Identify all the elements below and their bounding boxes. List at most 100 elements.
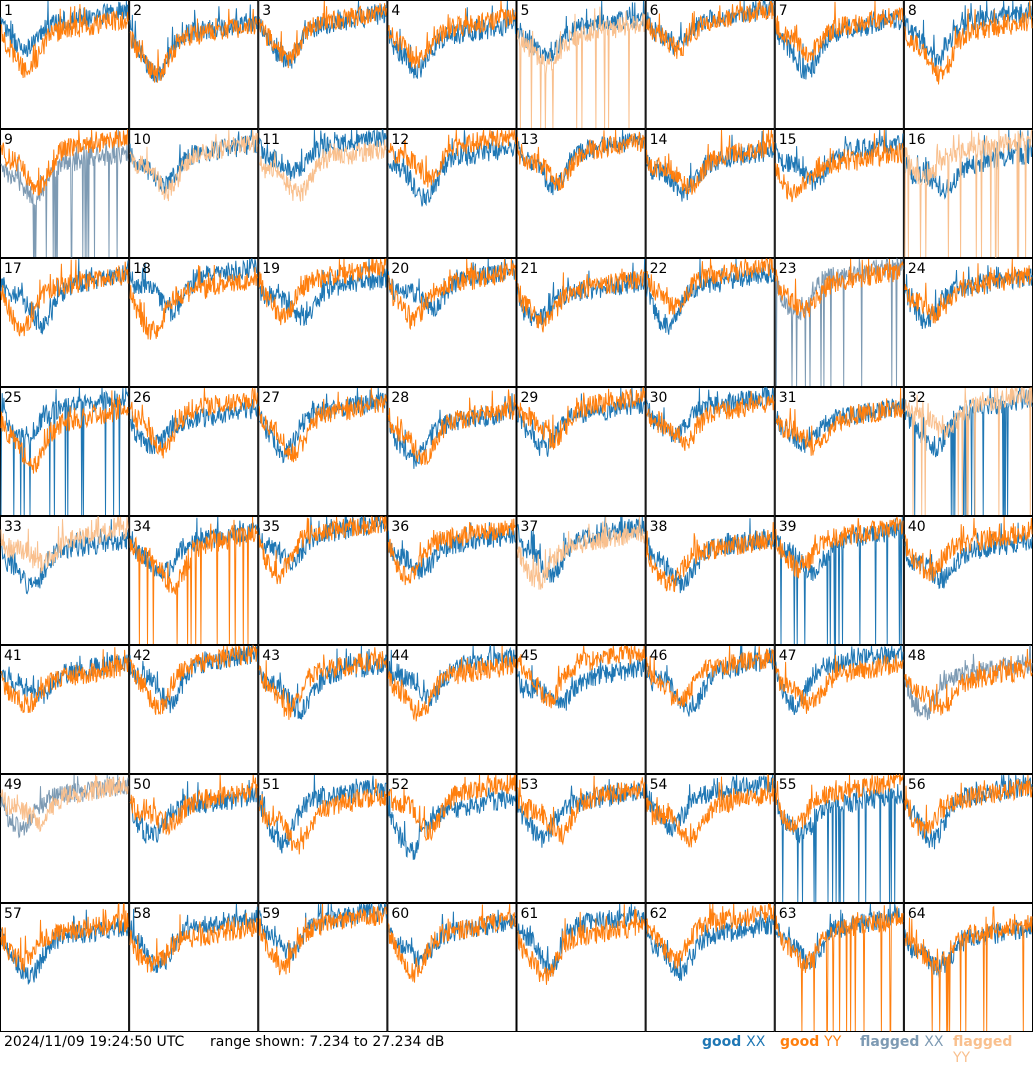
panel-label: 57: [4, 906, 22, 922]
series-yy-line: [387, 645, 516, 722]
panel-12: 12: [387, 129, 517, 258]
series-yy-line: [129, 644, 258, 715]
panel-label: 33: [4, 519, 22, 535]
panel-35: 35: [258, 515, 388, 645]
panel-label: 35: [262, 519, 280, 535]
panel-label: 16: [908, 132, 926, 148]
panel-label: 1: [4, 3, 13, 19]
panel-44: 44: [387, 644, 517, 774]
series-yy-line: [646, 903, 775, 969]
panel-59: 59: [258, 903, 388, 1032]
panel-label: 31: [779, 390, 797, 406]
series-xx-line: [517, 0, 646, 64]
series-yy-line: [904, 774, 1033, 839]
series-yy-line: [258, 0, 387, 69]
panel-56: 56: [903, 774, 1033, 903]
series-yy-line: [387, 389, 516, 466]
series-yy-line: [258, 139, 387, 202]
panel-45: 45: [516, 644, 646, 774]
series-xx-line: [646, 774, 775, 838]
series-yy-line: [646, 645, 775, 708]
series-yy-line: [129, 516, 258, 645]
panel-30: 30: [645, 386, 775, 516]
panel-54: 54: [645, 773, 775, 903]
panel-label: 61: [521, 906, 539, 922]
panel-label: 28: [391, 390, 409, 406]
panel-label: 45: [521, 648, 539, 664]
panel-33: 33: [0, 516, 130, 645]
legend-good-xx: good XX: [702, 1034, 766, 1050]
panel-13: 13: [516, 129, 646, 258]
series-yy-line: [258, 647, 387, 720]
series-yy-line: [775, 773, 904, 833]
panel-frame: [645, 0, 775, 129]
panel-label: 17: [4, 261, 22, 277]
panel-53: 53: [516, 774, 646, 903]
panel-label: 43: [262, 648, 280, 664]
series-xx-line: [388, 130, 516, 207]
series-yy-line: [0, 647, 129, 714]
series-xx-line: [775, 779, 904, 903]
series-yy-line: [387, 129, 516, 188]
series-yy-line: [387, 518, 516, 586]
footer: 2024/11/09 19:24:50 UTC range shown: 7.2…: [0, 1032, 1033, 1066]
panel-15: 15: [774, 129, 904, 258]
series-yy-line: [904, 516, 1033, 582]
series-yy-line: [0, 902, 129, 973]
panel-label: 51: [262, 777, 280, 793]
legend-flagged-yy: flagged YY: [953, 1034, 1013, 1066]
panel-58: 58: [129, 903, 259, 1032]
series-yy-line: [129, 8, 258, 83]
series-xx-line: [646, 907, 775, 982]
panel-25: 25: [0, 387, 130, 516]
series-xx-line: [387, 785, 516, 860]
panel-4: 4: [387, 0, 517, 129]
legend-good-yy: good YY: [780, 1034, 842, 1050]
panel-48: 48: [903, 645, 1033, 774]
series-yy-line: [517, 6, 646, 129]
series-yy-line: [0, 774, 129, 832]
series-yy-line: [775, 0, 904, 63]
series-yy-line: [0, 128, 129, 196]
panel-label: 44: [391, 648, 409, 664]
panel-16: 16: [903, 129, 1033, 258]
series-yy-line: [904, 387, 1033, 516]
series-yy-line: [646, 522, 775, 593]
series-yy-line: [775, 516, 904, 579]
series-yy-line: [517, 644, 646, 709]
panel-11: 11: [258, 129, 388, 258]
panel-43: 43: [258, 645, 388, 774]
panel-label: 19: [262, 261, 280, 277]
panel-label: 34: [133, 519, 151, 535]
panel-22: 22: [645, 258, 775, 387]
panel-31: 31: [774, 387, 904, 516]
series-yy-line: [387, 774, 516, 842]
series-xx-line: [517, 903, 645, 977]
panel-8: 8: [903, 0, 1033, 129]
panel-41: 41: [0, 645, 130, 774]
panel-label: 37: [521, 519, 539, 535]
panel-label: 25: [4, 390, 22, 406]
series-xx-line: [904, 522, 1033, 590]
panel-frame: [516, 645, 646, 774]
series-yy-line: [646, 258, 775, 315]
panel-18: 18: [129, 258, 259, 387]
panel-label: 24: [908, 261, 926, 277]
panel-label: 48: [908, 648, 926, 664]
panel-63: 63: [774, 903, 904, 1032]
panel-label: 53: [521, 777, 539, 793]
series-xx-line: [0, 0, 129, 58]
series-yy-line: [775, 654, 904, 714]
panel-label: 63: [779, 906, 797, 922]
series-xx-line: [517, 779, 646, 848]
series-yy-line: [904, 905, 1033, 1032]
panel-42: 42: [129, 644, 259, 774]
panel-label: 23: [779, 261, 797, 277]
series-yy-line: [387, 903, 516, 983]
series-yy-line: [258, 778, 387, 855]
panel-label: 50: [133, 777, 151, 793]
series-yy-line: [129, 387, 258, 459]
panel-49: 49: [0, 774, 130, 903]
series-yy-line: [904, 0, 1033, 85]
series-xx-line: [0, 129, 129, 258]
